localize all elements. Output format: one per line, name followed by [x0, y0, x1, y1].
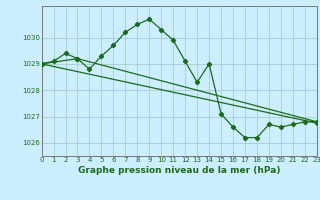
X-axis label: Graphe pression niveau de la mer (hPa): Graphe pression niveau de la mer (hPa)	[78, 166, 280, 175]
